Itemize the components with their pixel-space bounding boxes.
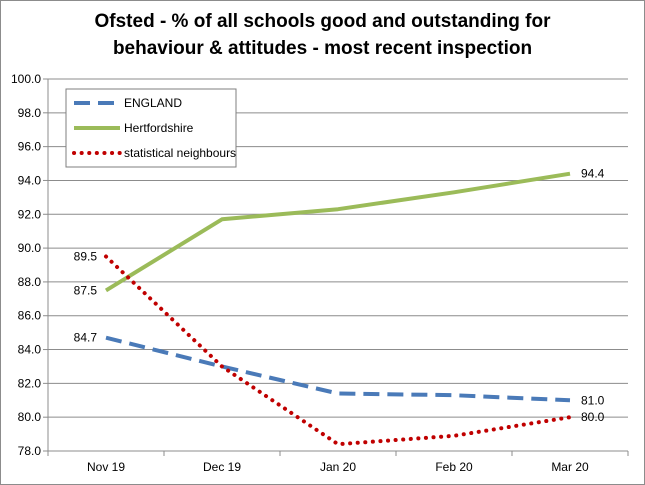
x-tick-label: Nov 19	[87, 460, 125, 474]
y-tick-label: 98.0	[18, 106, 42, 120]
data-label-statistical-neighbours-last: 80.0	[581, 410, 605, 424]
y-tick-label: 88.0	[18, 275, 42, 289]
chart-title-line-2: behaviour & attitudes - most recent insp…	[112, 38, 533, 59]
data-label-england-last: 81.0	[581, 393, 605, 407]
y-tick-label: 100.0	[11, 72, 41, 86]
chart-title: Ofsted - % of all schools good and outst…	[0, 8, 645, 62]
legend-label-england: ENGLAND	[124, 96, 182, 110]
data-label-england-first: 84.7	[74, 331, 98, 345]
y-tick-label: 80.0	[18, 410, 42, 424]
data-label-statistical-neighbours-first: 89.5	[74, 250, 98, 264]
x-tick-label: Mar 20	[551, 460, 589, 474]
series-line-hertfordshire	[104, 171, 571, 293]
y-tick-label: 84.0	[18, 343, 42, 357]
x-tick-label: Dec 19	[203, 460, 241, 474]
legend-label-hertfordshire: Hertfordshire	[124, 121, 194, 135]
x-tick-label: Feb 20	[435, 460, 473, 474]
chart-title-line-1: Ofsted - % of all schools good and outst…	[94, 11, 551, 32]
y-tick-label: 90.0	[18, 241, 42, 255]
y-tick-label: 92.0	[18, 207, 42, 221]
series-line-england	[105, 335, 571, 403]
y-tick-label: 86.0	[18, 309, 42, 323]
data-label-hertfordshire-last: 94.4	[581, 167, 605, 181]
y-tick-label: 78.0	[18, 444, 42, 458]
y-tick-label: 94.0	[18, 173, 42, 187]
x-tick-label: Jan 20	[320, 460, 356, 474]
data-label-hertfordshire-first: 87.5	[74, 283, 98, 297]
legend-label-statistical-neighbours: statistical neighbours	[124, 146, 236, 160]
y-tick-label: 82.0	[18, 376, 42, 390]
y-tick-label: 96.0	[18, 140, 42, 154]
series-line-statistical-neighbours	[104, 254, 572, 447]
